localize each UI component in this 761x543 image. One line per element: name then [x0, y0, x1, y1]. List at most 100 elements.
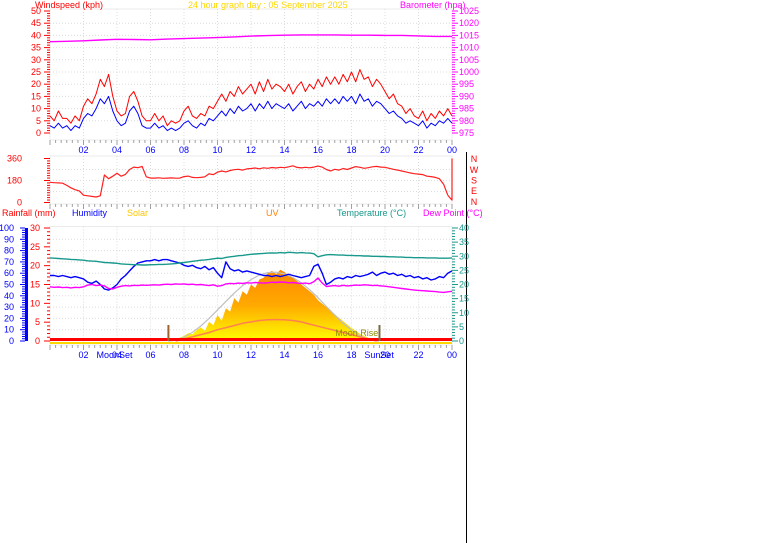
svg-text:1005: 1005: [459, 55, 479, 65]
svg-text:20: 20: [459, 280, 469, 290]
svg-text:40: 40: [31, 30, 41, 40]
svg-text:20: 20: [380, 145, 390, 155]
svg-text:16: 16: [313, 350, 323, 360]
svg-text:10: 10: [30, 298, 40, 308]
barometer-line: [49, 34, 452, 43]
svg-text:10: 10: [459, 308, 469, 318]
svg-text:25: 25: [30, 242, 40, 252]
svg-text:1010: 1010: [459, 43, 479, 53]
legend-temperature: Temperature (°C): [337, 208, 407, 218]
svg-text:10: 10: [212, 350, 222, 360]
solar-area: [50, 269, 452, 341]
svg-text:35: 35: [31, 43, 41, 53]
svg-text:25: 25: [459, 265, 469, 275]
svg-text:40: 40: [459, 223, 469, 233]
svg-text:40: 40: [4, 291, 14, 301]
svg-text:22: 22: [413, 145, 423, 155]
windgust-line: [49, 69, 453, 127]
svg-text:10: 10: [31, 104, 41, 114]
svg-text:45: 45: [31, 18, 41, 28]
svg-text:360: 360: [7, 154, 22, 164]
svg-text:60: 60: [4, 268, 14, 278]
svg-text:180: 180: [7, 176, 22, 186]
svg-text:975: 975: [459, 128, 474, 138]
svg-text:25: 25: [31, 67, 41, 77]
windspeed-line: [49, 93, 453, 132]
graph-title: 24 hour graph day : 05 September 2025: [188, 0, 348, 10]
barometer-axis-title: Barometer (hpa): [400, 0, 466, 10]
windspeed-axis-title: Windspeed (kph): [35, 0, 104, 10]
solar-max-line: [168, 271, 380, 342]
humidity-line: [50, 258, 453, 291]
svg-text:04: 04: [112, 145, 122, 155]
svg-text:02: 02: [78, 145, 88, 155]
svg-text:10: 10: [212, 145, 222, 155]
wind-direction-end: [447, 158, 453, 201]
svg-text:N: N: [471, 197, 478, 207]
svg-text:00: 00: [447, 350, 457, 360]
legend-humidity: Humidity: [72, 208, 108, 218]
svg-text:15: 15: [459, 294, 469, 304]
svg-text:16: 16: [313, 145, 323, 155]
svg-text:30: 30: [31, 55, 41, 65]
svg-text:15: 15: [30, 280, 40, 290]
windspeed-barometer-chart: 0510152025303540455097598098599099510001…: [31, 6, 479, 155]
svg-text:SunSet: SunSet: [364, 350, 394, 360]
svg-text:5: 5: [35, 317, 40, 327]
svg-text:22: 22: [413, 350, 423, 360]
svg-text:0: 0: [36, 128, 41, 138]
svg-text:80: 80: [4, 246, 14, 256]
combined-weather-chart: 0102030405060708090100051015202530051015…: [0, 223, 469, 360]
dew-point-line: [49, 277, 453, 294]
svg-text:90: 90: [4, 234, 14, 244]
svg-text:04: 04: [112, 350, 122, 360]
svg-text:02: 02: [78, 350, 88, 360]
svg-text:MoonSet: MoonSet: [96, 350, 133, 360]
svg-text:14: 14: [279, 145, 289, 155]
svg-text:10: 10: [4, 325, 14, 335]
svg-text:50: 50: [31, 6, 41, 16]
svg-text:70: 70: [4, 257, 14, 267]
temperature-line: [49, 251, 453, 266]
legend-uv: UV: [266, 208, 279, 218]
svg-text:1020: 1020: [459, 18, 479, 28]
svg-text:S: S: [471, 176, 477, 186]
legend-rainfall: Rainfall (mm): [2, 208, 56, 218]
svg-text:995: 995: [459, 79, 474, 89]
svg-text:20: 20: [31, 79, 41, 89]
svg-text:5: 5: [36, 116, 41, 126]
svg-text:5: 5: [459, 322, 464, 332]
svg-text:08: 08: [179, 350, 189, 360]
svg-text:15: 15: [31, 91, 41, 101]
svg-text:08: 08: [179, 145, 189, 155]
wind-direction-line: [49, 165, 449, 198]
svg-text:12: 12: [246, 350, 256, 360]
svg-text:06: 06: [145, 350, 155, 360]
svg-text:18: 18: [346, 145, 356, 155]
svg-text:985: 985: [459, 104, 474, 114]
svg-text:14: 14: [279, 350, 289, 360]
svg-text:E: E: [471, 186, 477, 196]
svg-text:1015: 1015: [459, 30, 479, 40]
uv-line: [175, 318, 377, 342]
svg-text:18: 18: [346, 350, 356, 360]
svg-text:20: 20: [4, 313, 14, 323]
svg-text:30: 30: [30, 223, 40, 233]
svg-text:N: N: [471, 154, 478, 164]
svg-text:06: 06: [145, 145, 155, 155]
svg-text:12: 12: [246, 145, 256, 155]
svg-text:990: 990: [459, 91, 474, 101]
svg-text:0: 0: [35, 336, 40, 346]
legend-dew-point: Dew Point (°C): [423, 208, 483, 218]
svg-text:30: 30: [459, 251, 469, 261]
svg-text:20: 20: [30, 261, 40, 271]
svg-text:1025: 1025: [459, 6, 479, 16]
svg-text:W: W: [470, 165, 479, 175]
svg-text:0: 0: [459, 336, 464, 346]
svg-text:20: 20: [380, 350, 390, 360]
legend-solar: Solar: [127, 208, 149, 218]
svg-text:980: 980: [459, 116, 474, 126]
